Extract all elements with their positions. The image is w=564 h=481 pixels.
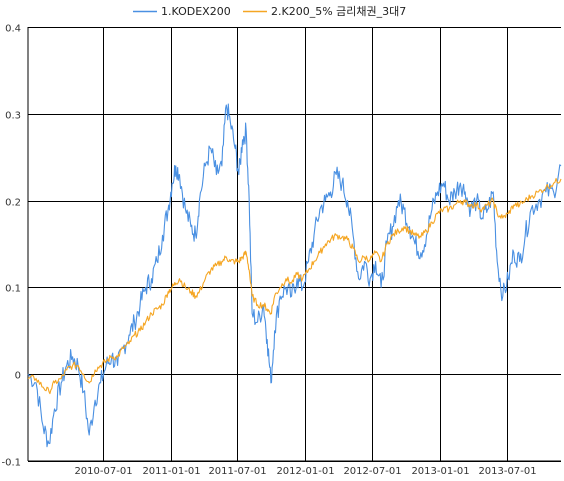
x-tick-label: 2011-07-01 bbox=[208, 466, 266, 477]
y-tick-label: 0.1 bbox=[5, 284, 21, 295]
y-axis: 0.4 0.3 0.2 0.1 0 -0.1 bbox=[1, 24, 21, 469]
legend-label: 2.K200_5% 금리채권_3대7 bbox=[271, 5, 406, 18]
x-tick-label: 2012-07-01 bbox=[343, 466, 401, 477]
series-line bbox=[27, 177, 562, 395]
x-tick-label: 2013-01-01 bbox=[411, 466, 469, 477]
legend: 1.KODEX200 2.K200_5% 금리채권_3대7 bbox=[133, 5, 406, 18]
x-tick-label: 2011-01-01 bbox=[142, 466, 200, 477]
series-lines bbox=[27, 103, 562, 448]
y-tick-label: 0 bbox=[15, 371, 21, 382]
legend-label: 1.KODEX200 bbox=[161, 5, 231, 18]
x-tick-label: 2013-07-01 bbox=[478, 466, 536, 477]
x-tick-label: 2010-07-01 bbox=[74, 466, 132, 477]
gridlines bbox=[27, 27, 561, 462]
series-line bbox=[27, 103, 562, 448]
x-tick-label: 2012-01-01 bbox=[276, 466, 334, 477]
x-axis: 2010-07-01 2011-01-01 2011-07-01 2012-01-01… bbox=[74, 466, 536, 477]
y-tick-label: 0.2 bbox=[5, 198, 21, 209]
y-tick-label: -0.1 bbox=[1, 458, 21, 469]
y-tick-label: 0.3 bbox=[5, 111, 21, 122]
y-tick-label: 0.4 bbox=[5, 24, 21, 35]
